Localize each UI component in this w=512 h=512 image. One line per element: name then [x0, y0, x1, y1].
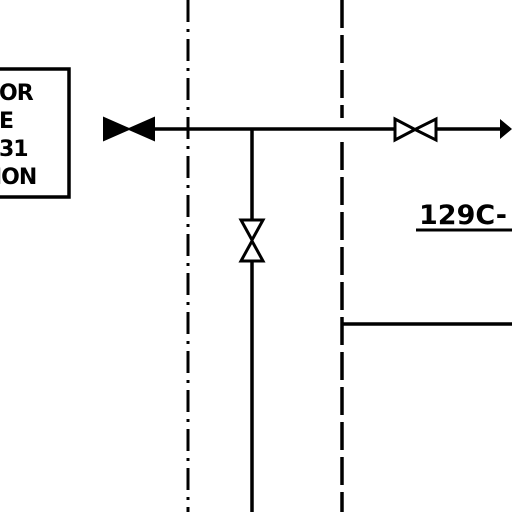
gate-valve-vertical-icon — [238, 218, 266, 263]
note-box: OR E 31 ION — [0, 67, 71, 199]
line-tag: 129C- — [419, 200, 507, 231]
gate-valve-filled-icon — [103, 116, 155, 142]
note-line-3: 31 — [0, 137, 28, 162]
note-line-2: E — [0, 109, 13, 134]
gate-valve-open-icon — [393, 116, 438, 143]
note-box-border — [0, 67, 71, 199]
note-line-4: ION — [0, 165, 36, 190]
note-line-1: OR — [0, 81, 34, 106]
flow-arrow-icon — [500, 119, 512, 139]
